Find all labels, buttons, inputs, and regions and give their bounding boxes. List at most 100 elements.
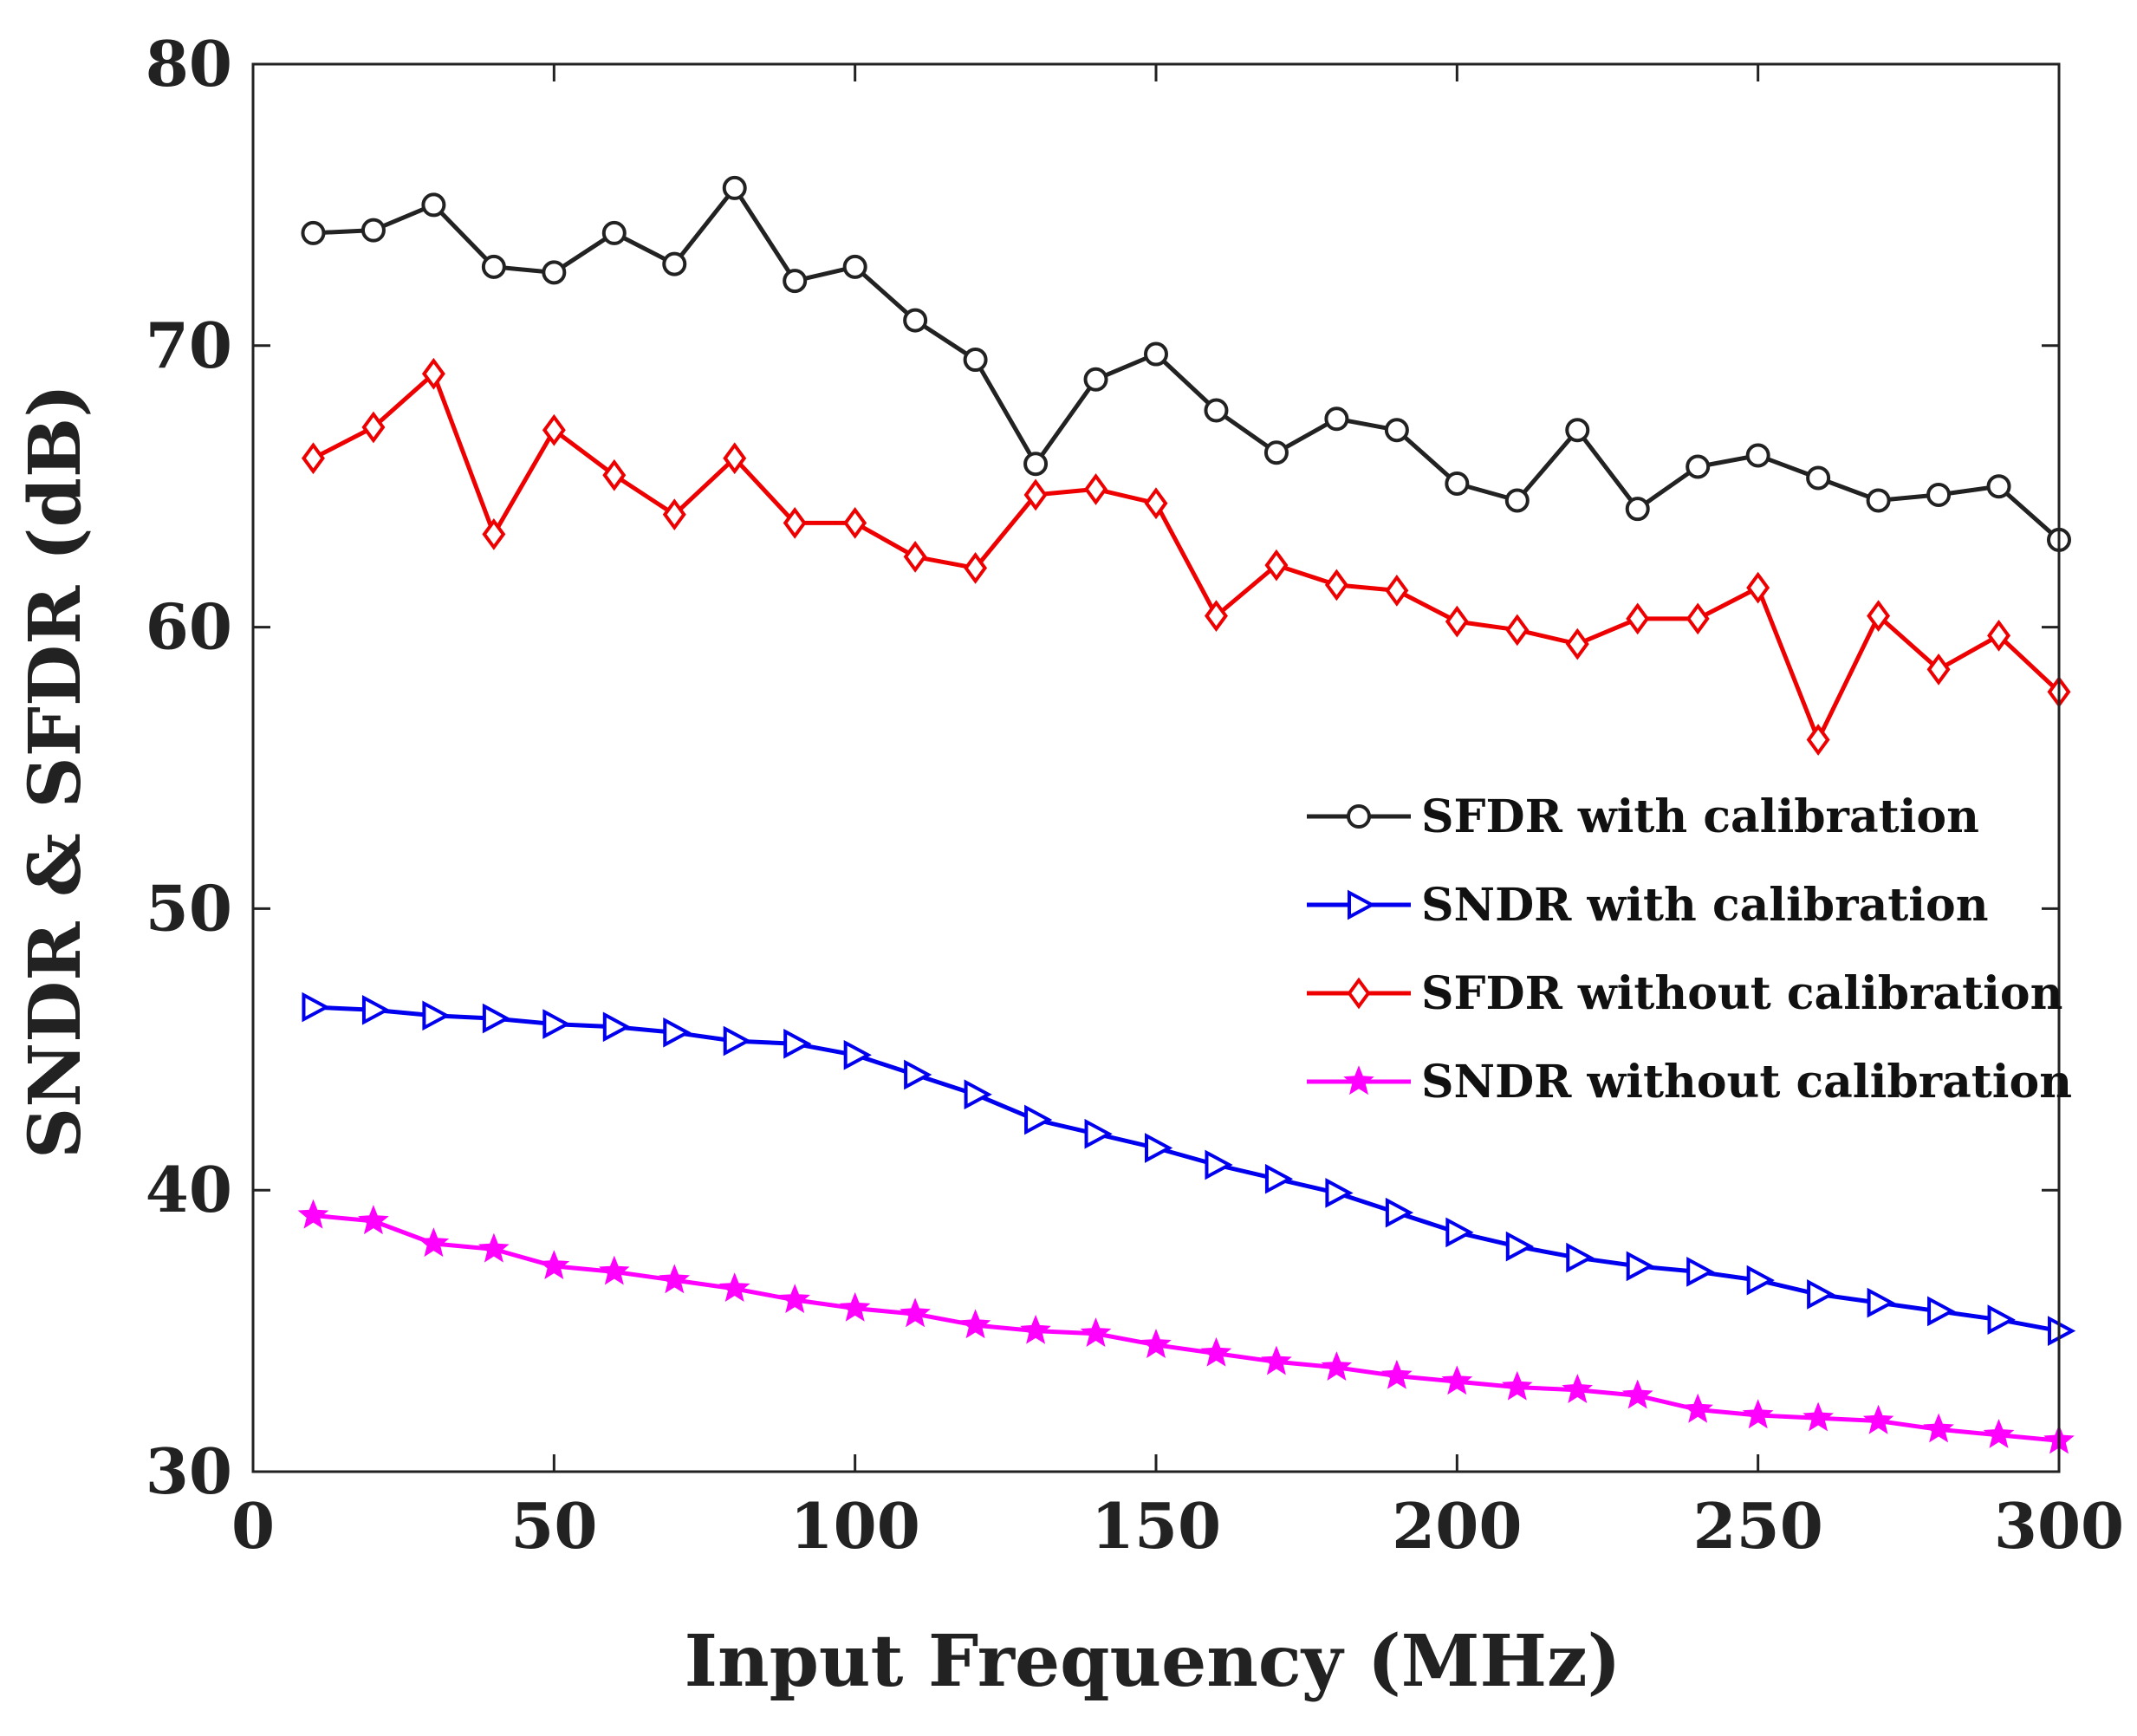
legend-label: SNDR without calibration [1421, 1056, 2072, 1109]
data-point [1080, 1317, 1112, 1348]
legend-item: SFDR without calibration [1307, 967, 2062, 1020]
data-point [1746, 1265, 1775, 1296]
data-point [1987, 619, 2011, 652]
x-tick-label: 250 [1693, 1489, 1823, 1563]
data-point [1144, 341, 1168, 367]
legend-item: SNDR with calibration [1307, 879, 1989, 932]
data-point [1621, 1379, 1653, 1409]
data-point [1866, 488, 1891, 513]
series-line [312, 371, 2061, 742]
data-point [1625, 497, 1650, 522]
data-point [843, 1039, 872, 1070]
legend-marker [1343, 1065, 1374, 1096]
data-point [1084, 473, 1108, 505]
data-point [1385, 574, 1409, 607]
y-tick-label: 40 [146, 1153, 232, 1226]
data-point [718, 1272, 750, 1302]
data-point [1745, 443, 1770, 468]
data-point [839, 1291, 871, 1322]
data-point [542, 413, 566, 446]
data-point [599, 1255, 630, 1285]
data-point [903, 308, 928, 333]
y-tick-label: 30 [146, 1434, 232, 1508]
data-point [722, 175, 747, 200]
data-point [302, 992, 330, 1023]
x-tick-label: 100 [790, 1489, 920, 1563]
data-point [1325, 1178, 1354, 1208]
data-point [1445, 471, 1470, 496]
data-point [478, 1232, 510, 1263]
data-point [1324, 569, 1348, 601]
data-point [1986, 474, 2011, 499]
legend-item: SFDR with calibration [1307, 790, 1979, 843]
data-point [1983, 1419, 2015, 1448]
data-point [1867, 1287, 1895, 1318]
data-point [482, 1003, 511, 1034]
data-point [1083, 367, 1108, 392]
data-point [663, 1017, 692, 1048]
data-point [297, 1199, 329, 1229]
data-point [1686, 454, 1711, 479]
data-point [662, 498, 686, 531]
data-point [1742, 1399, 1774, 1429]
data-point [361, 411, 386, 444]
y-tick-label: 50 [146, 871, 232, 945]
data-point [1682, 1393, 1713, 1423]
data-point [421, 357, 445, 390]
data-point [1084, 1118, 1113, 1149]
legend: SFDR with calibration SNDR with calibrati… [1307, 790, 2072, 1109]
series-line [313, 185, 2061, 542]
data-point [1746, 571, 1770, 604]
data-point [1565, 627, 1589, 660]
x-tick-label: 50 [510, 1489, 597, 1563]
data-point [1144, 487, 1168, 520]
data-point [1381, 1359, 1413, 1389]
y-tick-label: 80 [146, 27, 232, 101]
data-point [1806, 724, 1830, 756]
data-point [1806, 465, 1831, 491]
data-point [1862, 1404, 1894, 1434]
data-point [1502, 1370, 1533, 1401]
data-point [1802, 1401, 1834, 1432]
data-point [602, 1011, 632, 1043]
data-point [422, 1000, 451, 1031]
data-point [783, 507, 807, 539]
data-point [1263, 440, 1289, 465]
data-point [1926, 653, 1951, 686]
data-point [723, 442, 747, 475]
data-point [779, 1284, 810, 1313]
data-point [1504, 488, 1530, 513]
data-point [1204, 398, 1229, 423]
legend-marker [1347, 804, 1371, 829]
y-tick-label: 60 [146, 590, 232, 664]
data-point [843, 507, 867, 539]
data-point [1385, 1197, 1414, 1228]
data-point [900, 1297, 931, 1328]
x-tick-label: 0 [231, 1489, 275, 1563]
data-point [1020, 1314, 1051, 1344]
data-point [1987, 1304, 2016, 1335]
series-0 [301, 175, 2071, 552]
legend-marker [1347, 977, 1371, 1010]
data-point [1264, 549, 1289, 582]
data-point [959, 1309, 991, 1339]
data-point [1926, 482, 1952, 507]
series-2 [301, 357, 2071, 756]
data-point [1867, 600, 1891, 632]
data-point [1686, 1257, 1715, 1287]
data-point [1145, 1133, 1173, 1163]
y-tick-label: 70 [146, 309, 232, 382]
data-point [1923, 1413, 1954, 1443]
x-tick-label: 300 [1994, 1489, 2124, 1563]
data-point [361, 994, 391, 1025]
y-axis-title: SNDR & SFDR (dB) [14, 384, 97, 1159]
data-point [1626, 602, 1650, 635]
data-point [301, 220, 326, 245]
data-point [481, 254, 506, 279]
data-point [542, 260, 567, 285]
data-point [964, 552, 988, 584]
data-point [1441, 1365, 1473, 1395]
plot-frame [251, 62, 2061, 1473]
x-axis-title: Input Frequency (MHz) [685, 1620, 1621, 1703]
